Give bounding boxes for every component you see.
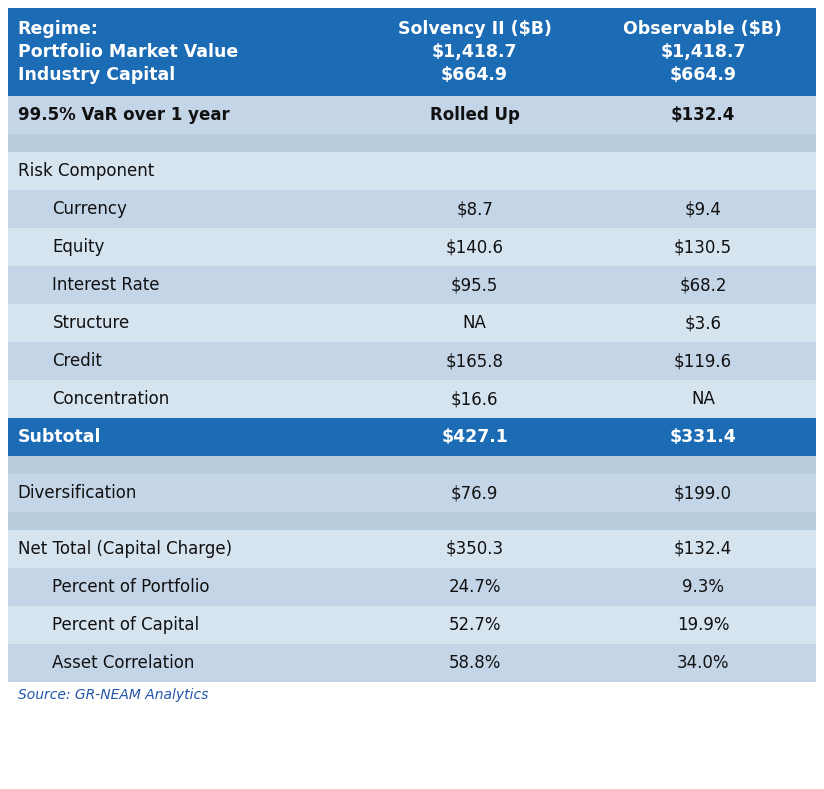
Text: Concentration: Concentration xyxy=(53,390,170,408)
Bar xyxy=(8,228,816,266)
Bar xyxy=(8,266,816,304)
Text: Structure: Structure xyxy=(53,314,129,332)
Text: $132.4: $132.4 xyxy=(671,106,735,124)
Bar xyxy=(8,644,816,682)
Bar xyxy=(8,456,816,474)
Text: $130.5: $130.5 xyxy=(674,238,732,256)
Text: 34.0%: 34.0% xyxy=(677,654,729,672)
Text: 58.8%: 58.8% xyxy=(448,654,501,672)
Text: $95.5: $95.5 xyxy=(451,276,499,294)
Text: Solvency II ($B)
$1,418.7
$664.9: Solvency II ($B) $1,418.7 $664.9 xyxy=(398,20,551,84)
Text: $68.2: $68.2 xyxy=(679,276,727,294)
Bar xyxy=(8,134,816,152)
Text: Currency: Currency xyxy=(53,200,128,218)
Text: $331.4: $331.4 xyxy=(670,428,737,446)
Text: Interest Rate: Interest Rate xyxy=(53,276,160,294)
Text: Net Total (Capital Charge): Net Total (Capital Charge) xyxy=(17,540,232,558)
Text: 24.7%: 24.7% xyxy=(448,578,501,596)
Text: 19.9%: 19.9% xyxy=(677,616,729,634)
Bar xyxy=(8,474,816,512)
Text: Asset Correlation: Asset Correlation xyxy=(53,654,194,672)
Text: $76.9: $76.9 xyxy=(451,484,499,502)
Bar xyxy=(8,512,816,530)
Text: $165.8: $165.8 xyxy=(446,352,503,370)
Text: 99.5% VaR over 1 year: 99.5% VaR over 1 year xyxy=(17,106,229,124)
Text: Percent of Capital: Percent of Capital xyxy=(53,616,199,634)
Text: Diversification: Diversification xyxy=(17,484,137,502)
Text: Risk Component: Risk Component xyxy=(17,162,154,180)
Text: $8.7: $8.7 xyxy=(456,200,493,218)
Text: Subtotal: Subtotal xyxy=(17,428,101,446)
Text: $140.6: $140.6 xyxy=(446,238,503,256)
Bar xyxy=(8,342,816,380)
Text: $16.6: $16.6 xyxy=(451,390,499,408)
Bar xyxy=(8,380,816,418)
Text: Credit: Credit xyxy=(53,352,102,370)
Text: Source: GR-NEAM Analytics: Source: GR-NEAM Analytics xyxy=(17,688,208,702)
Bar xyxy=(8,568,816,606)
Text: Equity: Equity xyxy=(53,238,105,256)
Bar xyxy=(8,530,816,568)
Text: $132.4: $132.4 xyxy=(674,540,732,558)
Text: 9.3%: 9.3% xyxy=(682,578,723,596)
Bar xyxy=(8,152,816,190)
Bar xyxy=(8,418,816,456)
Text: $119.6: $119.6 xyxy=(674,352,732,370)
Bar xyxy=(8,96,816,134)
Text: NA: NA xyxy=(691,390,714,408)
Bar xyxy=(8,8,816,96)
Bar xyxy=(8,606,816,644)
Text: Percent of Portfolio: Percent of Portfolio xyxy=(53,578,210,596)
Text: Regime:
Portfolio Market Value
Industry Capital: Regime: Portfolio Market Value Industry … xyxy=(17,20,238,84)
Text: $199.0: $199.0 xyxy=(674,484,732,502)
Text: $350.3: $350.3 xyxy=(446,540,503,558)
Text: $3.6: $3.6 xyxy=(685,314,721,332)
Text: Observable ($B)
$1,418.7
$664.9: Observable ($B) $1,418.7 $664.9 xyxy=(624,20,782,84)
Text: $9.4: $9.4 xyxy=(685,200,721,218)
Bar xyxy=(8,190,816,228)
Bar xyxy=(8,304,816,342)
Text: 52.7%: 52.7% xyxy=(448,616,501,634)
Text: Rolled Up: Rolled Up xyxy=(429,106,520,124)
Text: $427.1: $427.1 xyxy=(441,428,508,446)
Text: NA: NA xyxy=(463,314,486,332)
